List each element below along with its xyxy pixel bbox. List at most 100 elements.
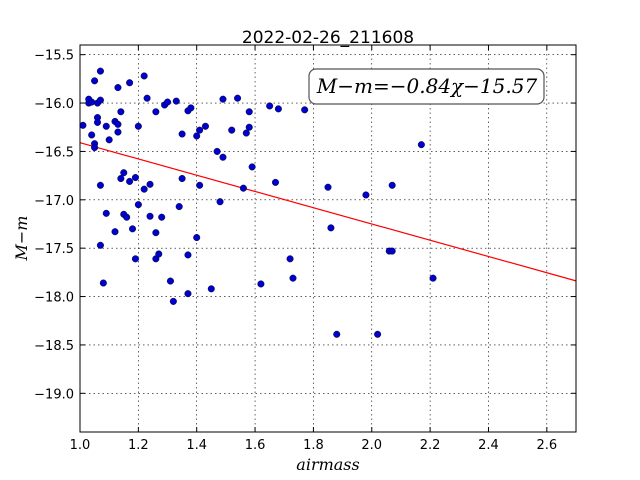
data-point: [324, 183, 332, 191]
x-tick-label: 2.4: [478, 438, 499, 453]
data-point: [114, 128, 122, 136]
data-point: [169, 297, 177, 305]
data-point: [327, 224, 335, 232]
chart-title: 2022-02-26_211608: [242, 28, 414, 48]
y-tick-label: −18.0: [34, 291, 74, 306]
y-tick-label: −18.5: [34, 339, 74, 354]
data-point: [152, 108, 160, 116]
plot-frame: [79, 44, 577, 433]
x-tick-label: 1.2: [128, 438, 149, 453]
y-tick-label: −16.0: [34, 97, 74, 112]
data-point: [146, 180, 154, 188]
data-point: [126, 79, 134, 87]
axis-ticks: [79, 45, 576, 432]
equation-annotation-box: M−m=−0.84χ−15.57: [308, 68, 545, 105]
data-point: [105, 136, 113, 144]
data-point: [274, 105, 282, 113]
data-point: [286, 255, 294, 263]
data-point: [213, 147, 221, 155]
data-point: [99, 279, 107, 287]
data-point: [94, 118, 102, 126]
data-point: [234, 94, 242, 102]
data-point: [166, 277, 174, 285]
data-point: [123, 213, 131, 221]
data-point: [417, 141, 425, 149]
data-point: [248, 163, 256, 171]
data-point: [301, 106, 309, 114]
data-point: [126, 177, 134, 185]
x-tick-label: 1.8: [303, 438, 324, 453]
data-point: [111, 228, 119, 236]
data-point: [193, 234, 201, 242]
x-tick-label: 2.0: [361, 438, 382, 453]
fit-line-layer: [79, 142, 577, 282]
y-tick-label: −17.0: [34, 194, 74, 209]
data-point: [120, 169, 128, 177]
data-point: [196, 181, 204, 189]
data-point: [187, 104, 195, 112]
data-point: [228, 126, 236, 134]
data-point: [96, 67, 104, 75]
data-point: [117, 175, 125, 183]
data-point: [196, 126, 204, 134]
data-point: [374, 330, 382, 338]
data-point: [143, 94, 151, 102]
data-point: [245, 108, 253, 116]
data-point: [184, 251, 192, 259]
data-points: [79, 67, 437, 338]
x-tick-label: 1.6: [245, 438, 266, 453]
data-point: [333, 330, 341, 338]
data-point: [172, 97, 180, 105]
data-point: [114, 84, 122, 92]
data-point: [96, 96, 104, 104]
data-point: [289, 274, 297, 282]
data-point: [134, 201, 142, 209]
y-tick-label: −19.0: [34, 387, 74, 402]
data-point: [207, 285, 215, 293]
data-point: [134, 122, 142, 130]
data-point: [146, 212, 154, 220]
data-point: [216, 198, 224, 206]
data-point: [88, 98, 96, 106]
data-point: [88, 131, 96, 139]
data-point: [164, 98, 172, 106]
data-point: [140, 185, 148, 193]
data-point: [388, 247, 396, 255]
data-point: [266, 102, 274, 110]
y-tick-label: −15.5: [34, 49, 74, 64]
data-point: [129, 225, 137, 233]
data-point: [117, 108, 125, 116]
data-point: [91, 77, 99, 85]
data-point: [271, 178, 279, 186]
data-point: [102, 122, 110, 130]
data-point: [178, 130, 186, 138]
data-point: [96, 181, 104, 189]
x-tick-label: 2.6: [536, 438, 557, 453]
data-point: [114, 120, 122, 128]
y-tick-label: −17.5: [34, 242, 74, 257]
y-axis-label: M−m: [12, 216, 31, 262]
data-point: [219, 153, 227, 161]
data-point: [184, 290, 192, 298]
data-point: [175, 203, 183, 211]
equation-annotation: M−m=−0.84χ−15.57: [316, 74, 538, 98]
data-point: [193, 132, 201, 140]
data-point: [201, 122, 209, 130]
x-tick-label: 2.2: [420, 438, 441, 453]
data-point: [429, 274, 437, 282]
data-point: [140, 72, 148, 80]
y-tick-label: −16.5: [34, 145, 74, 160]
data-point: [245, 123, 253, 131]
y-tick-labels: −15.5 −16.0 −16.5 −17.0 −17.5 −18.0 −18.5 −19.0: [34, 49, 74, 403]
data-point: [219, 95, 227, 103]
data-point: [158, 213, 166, 221]
data-point: [91, 144, 99, 152]
data-point: [242, 129, 250, 137]
x-tick-labels: 1.0 1.2 1.4 1.6 1.8 2.0 2.2 2.4 2.6: [70, 438, 558, 453]
data-point: [96, 241, 104, 249]
data-point: [131, 174, 139, 182]
x-tick-label: 1.0: [70, 438, 91, 453]
data-point: [257, 280, 265, 288]
data-point: [239, 184, 247, 192]
